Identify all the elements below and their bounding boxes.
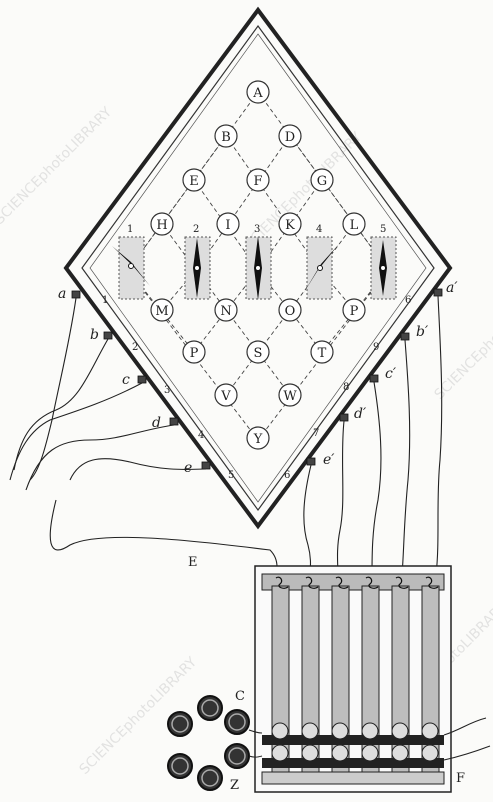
out-wire-2 <box>443 745 491 761</box>
right-edge-number-7: 7 <box>313 428 319 439</box>
right-wires <box>303 295 443 576</box>
battery-wire-top <box>248 729 263 734</box>
left-edge-number-1: 1 <box>102 295 108 306</box>
terminal-a-prime: a′ <box>446 280 458 296</box>
keyboard-f: F <box>254 565 491 793</box>
letter-circles <box>150 80 366 450</box>
needle-box-1 <box>112 236 150 300</box>
left-edge-number-2: 2 <box>132 342 138 353</box>
letter-s: S <box>254 346 263 361</box>
letter-d: D <box>285 130 295 145</box>
letter-o: O <box>285 304 296 319</box>
terminal-b: b <box>90 327 99 343</box>
right-edge-number-9: 9 <box>373 342 379 353</box>
letter-e: E <box>189 174 199 189</box>
terminal-b-prime: b′ <box>416 324 429 340</box>
letter-b: B <box>221 130 231 145</box>
right-edge-number-8: 8 <box>343 382 349 393</box>
bottom-rail <box>261 771 445 785</box>
key-buttons-row-1 <box>271 722 439 740</box>
left-edge-number-5: 5 <box>228 470 234 481</box>
letter-f: F <box>253 174 262 189</box>
letter-p-left: P <box>190 346 199 361</box>
terminal-d-prime: d′ <box>354 406 367 422</box>
letter-y: Y <box>253 432 263 447</box>
contact-bar-1 <box>262 735 444 745</box>
terminal-d: d <box>152 415 161 431</box>
terminal-c: c <box>122 372 130 388</box>
needle-box-4 <box>303 236 339 300</box>
letter-k: K <box>285 218 295 233</box>
coil-springs <box>275 576 439 589</box>
diamond-board <box>63 6 453 530</box>
letter-i: I <box>225 218 230 233</box>
watermark-5: SCIENCEphotoLIBRARY <box>432 279 493 403</box>
diamond-outer-frame <box>63 6 453 530</box>
watermark-1: SCIENCEphotoLIBRARY <box>0 104 115 228</box>
letter-l: L <box>350 218 359 233</box>
letter-g: G <box>317 174 327 189</box>
battery-ring: C Z <box>167 689 263 793</box>
needle-number-3: 3 <box>254 224 260 235</box>
battery-wire-bottom <box>248 755 263 758</box>
edge-numbers: 1 2 3 4 5 6 9 8 7 6 <box>102 295 411 481</box>
letter-n: N <box>220 304 231 319</box>
keyboard-label-f: F <box>456 771 465 786</box>
key-buttons-row-2 <box>271 744 439 762</box>
letter-labels: A B D E F G H I K L M N O P P S T V W Y <box>155 86 358 447</box>
letter-t: T <box>318 346 327 361</box>
right-edge-number-6-top: 6 <box>405 295 411 306</box>
letter-w: W <box>283 389 297 404</box>
right-edge-number-6-bottom: 6 <box>284 470 290 481</box>
letter-a: A <box>252 86 263 101</box>
letter-v: V <box>220 389 231 404</box>
needle-number-5: 5 <box>380 224 386 235</box>
letter-p-right: P <box>350 304 359 319</box>
diamond-inner-frame <box>81 24 435 512</box>
needle-number-2: 2 <box>193 224 199 235</box>
wire-label-e: E <box>188 555 198 570</box>
needle-box-2 <box>184 236 211 300</box>
letter-m: M <box>155 304 168 319</box>
needle-box-3 <box>245 236 272 300</box>
battery-cell-rims <box>171 699 246 787</box>
letter-h: H <box>156 218 167 233</box>
contact-bar-2 <box>262 758 444 768</box>
battery-cells <box>167 695 250 791</box>
battery-label-c: C <box>235 689 245 704</box>
battery-label-z: Z <box>230 778 239 793</box>
out-wire-1 <box>443 717 487 736</box>
needle-number-4: 4 <box>316 224 322 235</box>
needle-box-5 <box>370 236 397 300</box>
left-edge-number-3: 3 <box>164 385 170 396</box>
diamond-inner-line <box>89 33 427 503</box>
left-edge-number-4: 4 <box>198 430 204 441</box>
terminal-e-prime: e′ <box>323 452 335 468</box>
terminal-letters: a b c d e a′ b′ c′ d′ e′ <box>58 280 458 476</box>
needle-row: 1 2 3 4 5 <box>112 224 397 300</box>
terminal-a: a <box>58 286 66 302</box>
left-wires <box>9 297 278 581</box>
needle-number-1: 1 <box>127 224 133 235</box>
terminal-e: e <box>184 460 192 476</box>
terminal-c-prime: c′ <box>385 366 397 382</box>
